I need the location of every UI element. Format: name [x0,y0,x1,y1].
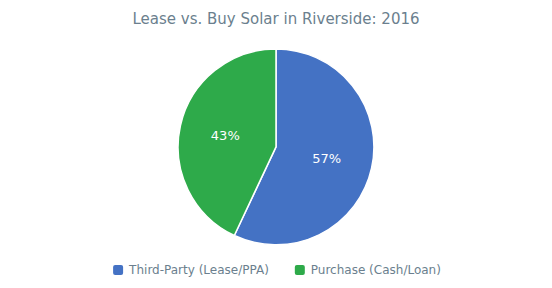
svg-text:Purchase (Cash/Loan): Purchase (Cash/Loan) [311,263,441,277]
svg-text:43%: 43% [211,128,240,143]
svg-text:57%: 57% [312,151,341,166]
svg-text:Third-Party (Lease/PPA): Third-Party (Lease/PPA) [128,263,269,277]
svg-text:Lease vs. Buy Solar in Riversi: Lease vs. Buy Solar in Riverside: 2016 [132,10,419,28]
